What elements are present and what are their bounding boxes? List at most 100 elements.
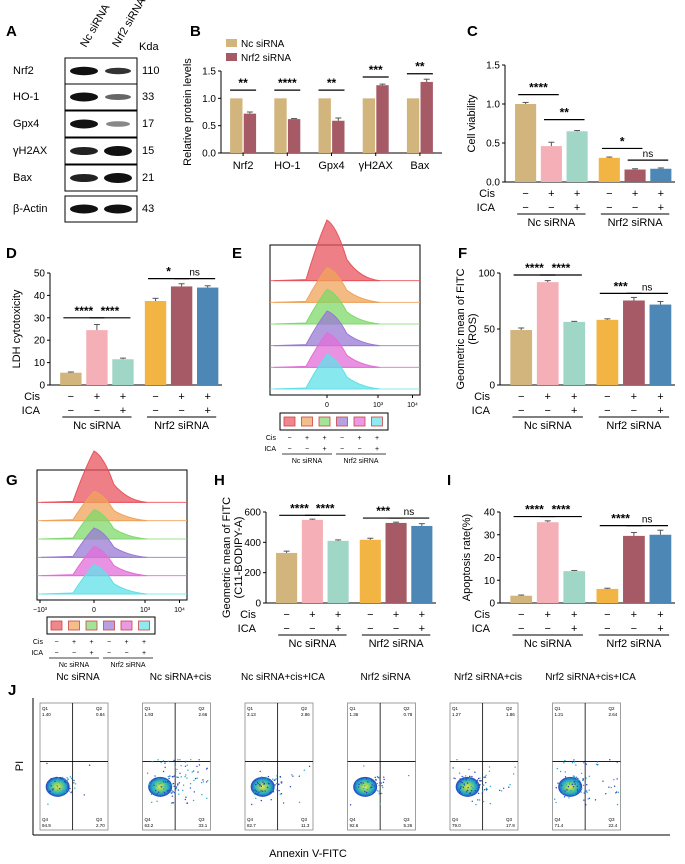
cell-dot xyxy=(573,793,576,796)
q1-label: Q1 xyxy=(452,706,459,711)
ica-sign: + xyxy=(120,405,126,417)
bar-6 xyxy=(649,304,672,385)
cell-dot xyxy=(466,782,469,784)
cell-dot xyxy=(474,771,476,773)
cell-dot xyxy=(51,789,54,791)
cell-dot xyxy=(373,781,375,783)
cell-dot xyxy=(356,781,358,784)
cell-dot xyxy=(160,761,162,764)
cis-row-label: Cis xyxy=(474,609,490,621)
cell-dot xyxy=(162,770,165,773)
cell-dot xyxy=(371,784,373,786)
cis-sign: − xyxy=(606,188,612,200)
cell-dot xyxy=(373,785,375,787)
bar-2 xyxy=(86,330,108,385)
q1-label: Q1 xyxy=(555,706,562,711)
cell-dot xyxy=(177,776,179,779)
significance-label: *** xyxy=(376,504,390,518)
q3-value: 11.3 xyxy=(301,823,310,828)
legend-swatch xyxy=(85,620,98,631)
cell-dot xyxy=(71,777,73,780)
cell-dot xyxy=(153,783,156,786)
ica-row-label: ICA xyxy=(238,623,257,635)
cell-dot xyxy=(260,790,262,792)
cell-dot xyxy=(464,775,467,777)
cell-dot xyxy=(260,776,263,778)
bar-3 xyxy=(112,359,134,385)
ica-row-label: ICA xyxy=(22,405,41,417)
flow-histogram-e: 0 10³ 10⁴ Cis ICA − − + − + + − − + − + + Nc siRNA Nrf2 si… xyxy=(264,219,421,465)
cell-dot xyxy=(485,781,487,784)
cis-sign: + xyxy=(309,609,315,621)
cell-dot xyxy=(379,782,381,784)
kda-value: 15 xyxy=(142,145,154,157)
ica-sign: + xyxy=(375,446,379,453)
q4-value: 71.4 xyxy=(555,823,564,828)
bar-2 xyxy=(536,282,559,385)
histogram-curve xyxy=(40,490,147,522)
q2-value: 0.84 xyxy=(96,712,105,717)
cis-sign: + xyxy=(574,188,580,200)
ica-sign: + xyxy=(419,623,425,635)
cell-dot xyxy=(189,787,192,789)
cell-dot xyxy=(461,775,463,778)
cell-dot xyxy=(171,790,173,792)
histogram-curve xyxy=(40,564,147,595)
q4-value: 63.2 xyxy=(145,823,154,828)
ica-sign: + xyxy=(571,405,577,417)
cell-dot xyxy=(205,781,208,783)
q4-value: 92.6 xyxy=(350,823,359,828)
cell-dot xyxy=(298,801,301,804)
cell-dot xyxy=(279,776,281,778)
cell-dot xyxy=(276,775,278,777)
q2-label: Q2 xyxy=(404,706,411,711)
cell-dot xyxy=(172,791,174,793)
legend-swatch xyxy=(50,620,63,631)
cell-dot xyxy=(164,785,166,788)
y-axis-label: Apoptosis rate(%) xyxy=(461,514,473,601)
cis-row-label: Cis xyxy=(474,391,490,403)
cell-dot xyxy=(166,781,169,783)
ica-sign: + xyxy=(204,405,210,417)
cell-dot xyxy=(360,782,362,784)
cell-dot xyxy=(202,781,205,783)
bar-nrf2-5 xyxy=(420,81,433,153)
cell-dot xyxy=(578,785,581,787)
cell-dot xyxy=(383,778,385,781)
cell-dot xyxy=(164,781,167,783)
cell-dot xyxy=(179,759,181,761)
group-label-nc: Nc siRNA xyxy=(524,420,572,432)
blot-band xyxy=(70,174,98,182)
legend-swatch xyxy=(371,416,383,427)
cell-dot xyxy=(177,783,179,785)
cell-dot xyxy=(187,769,189,771)
cell-dot xyxy=(458,772,461,774)
cell-dot xyxy=(179,772,181,775)
cis-sign: − xyxy=(287,435,291,442)
cell-dot xyxy=(369,787,371,790)
cell-dot xyxy=(616,778,618,780)
significance-label: ns xyxy=(404,507,415,518)
j-x-axis-label: Annexin V-FITC xyxy=(269,848,347,860)
legend-swatch xyxy=(353,416,366,427)
blot-band xyxy=(70,92,98,102)
ica-row-label: ICA xyxy=(472,405,491,417)
cell-dot xyxy=(160,782,162,784)
y-tick-label: 50 xyxy=(34,269,46,280)
cis-sign: + xyxy=(631,609,637,621)
cell-dot xyxy=(57,789,59,791)
cell-dot xyxy=(151,801,153,804)
cell-dot xyxy=(575,776,578,778)
histogram-curve xyxy=(273,332,380,368)
cell-dot xyxy=(48,779,51,781)
cell-dot xyxy=(176,768,178,771)
cell-dot xyxy=(509,784,511,786)
group-label-nc: Nc siRNA xyxy=(73,420,121,432)
panel-b-legend: Nc siRNA Nrf2 siRNA xyxy=(226,39,291,64)
bar-nc-4 xyxy=(362,98,376,153)
cell-dot xyxy=(206,797,208,800)
